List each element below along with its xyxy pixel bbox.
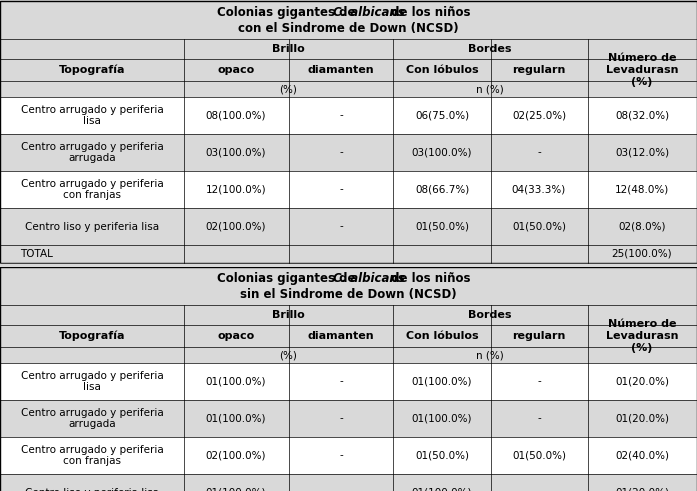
Text: Topografía: Topografía [59, 331, 125, 341]
Text: 03(12.0%): 03(12.0%) [615, 147, 669, 158]
Bar [0, 474, 697, 491]
Text: sin el Sindrome de Down (NCSD): sin el Sindrome de Down (NCSD) [240, 288, 457, 301]
Text: (%): (%) [279, 84, 297, 94]
Text: opaco: opaco [217, 331, 254, 341]
Text: TOTAL: TOTAL [20, 249, 53, 259]
Text: con el Sindrome de Down (NCSD): con el Sindrome de Down (NCSD) [238, 22, 459, 35]
Text: n (%): n (%) [476, 84, 504, 94]
Text: 02(8.0%): 02(8.0%) [618, 221, 666, 231]
Bar [0, 325, 697, 347]
Text: C. albicans: C. albicans [332, 6, 404, 19]
Text: 25(100.0%): 25(100.0%) [612, 249, 673, 259]
Text: -: - [339, 488, 343, 491]
Text: -: - [339, 413, 343, 424]
Bar [0, 171, 697, 208]
Text: 04(33.3%): 04(33.3%) [512, 185, 566, 194]
Text: -: - [537, 413, 541, 424]
Text: 02(25.0%): 02(25.0%) [512, 110, 566, 120]
Text: Colonias gigantes de: Colonias gigantes de [217, 272, 360, 285]
Bar [0, 81, 697, 97]
Bar [0, 97, 697, 134]
Text: Con lóbulos: Con lóbulos [406, 331, 478, 341]
Text: 08(100.0%): 08(100.0%) [206, 110, 266, 120]
Text: -: - [339, 377, 343, 386]
Text: -: - [537, 377, 541, 386]
Bar [0, 263, 697, 267]
Text: 01(50.0%): 01(50.0%) [415, 451, 469, 461]
Text: 01(100.0%): 01(100.0%) [206, 413, 266, 424]
Text: de los niños: de los niños [387, 272, 470, 285]
Text: opaco: opaco [217, 65, 254, 75]
Text: 03(100.0%): 03(100.0%) [412, 147, 473, 158]
Text: 01(100.0%): 01(100.0%) [412, 377, 473, 386]
Bar [0, 59, 697, 81]
Text: Centro arrugado y periferia
arrugada: Centro arrugado y periferia arrugada [21, 408, 163, 429]
Text: 02(100.0%): 02(100.0%) [206, 221, 266, 231]
Bar [0, 267, 697, 305]
Text: Brillo: Brillo [272, 310, 305, 320]
Text: -: - [339, 147, 343, 158]
Text: 01(100.0%): 01(100.0%) [206, 488, 266, 491]
Bar [0, 400, 697, 437]
Text: Centro arrugado y periferia
lisa: Centro arrugado y periferia lisa [21, 105, 163, 126]
Text: 01(100.0%): 01(100.0%) [412, 413, 473, 424]
Text: diamanten: diamanten [307, 65, 374, 75]
Text: 01(20.0%): 01(20.0%) [615, 488, 669, 491]
Text: Bordes: Bordes [468, 310, 512, 320]
Text: Centro arrugado y periferia
lisa: Centro arrugado y periferia lisa [21, 371, 163, 392]
Text: 01(20.0%): 01(20.0%) [615, 377, 669, 386]
Text: C. albicans: C. albicans [332, 272, 404, 285]
Text: Topografía: Topografía [59, 65, 125, 75]
Text: 01(50.0%): 01(50.0%) [415, 221, 469, 231]
Text: 01(50.0%): 01(50.0%) [512, 221, 566, 231]
Text: 02(40.0%): 02(40.0%) [615, 451, 669, 461]
Bar [0, 305, 697, 325]
Text: n (%): n (%) [476, 350, 504, 360]
Text: 01(100.0%): 01(100.0%) [412, 488, 473, 491]
Bar [0, 267, 697, 491]
Text: 03(100.0%): 03(100.0%) [206, 147, 266, 158]
Text: -: - [537, 488, 541, 491]
Text: -: - [339, 451, 343, 461]
Text: Bordes: Bordes [468, 44, 512, 54]
Bar [0, 39, 697, 59]
Bar [0, 363, 697, 400]
Text: Centro liso y periferia lisa: Centro liso y periferia lisa [25, 488, 159, 491]
Text: Centro arrugado y periferia
con franjas: Centro arrugado y periferia con franjas [21, 179, 163, 200]
Bar [0, 245, 697, 263]
Bar [0, 1, 697, 263]
Bar [0, 134, 697, 171]
Text: -: - [339, 221, 343, 231]
Text: de los niños: de los niños [387, 6, 470, 19]
Bar [0, 437, 697, 474]
Text: -: - [339, 110, 343, 120]
Text: diamanten: diamanten [307, 331, 374, 341]
Text: Número de
Levadurasn
(%): Número de Levadurasn (%) [606, 320, 678, 353]
Text: Centro liso y periferia lisa: Centro liso y periferia lisa [25, 221, 159, 231]
Text: 02(100.0%): 02(100.0%) [206, 451, 266, 461]
Bar [0, 208, 697, 245]
Text: -: - [339, 185, 343, 194]
Text: 08(32.0%): 08(32.0%) [615, 110, 669, 120]
Text: -: - [537, 147, 541, 158]
Text: Colonias gigantes de: Colonias gigantes de [217, 6, 360, 19]
Text: 12(100.0%): 12(100.0%) [206, 185, 266, 194]
Text: Centro arrugado y periferia
con franjas: Centro arrugado y periferia con franjas [21, 445, 163, 466]
Text: 01(100.0%): 01(100.0%) [206, 377, 266, 386]
Text: 12(48.0%): 12(48.0%) [615, 185, 669, 194]
Text: 06(75.0%): 06(75.0%) [415, 110, 469, 120]
Bar [0, 1, 697, 39]
Text: 08(66.7%): 08(66.7%) [415, 185, 469, 194]
Text: (%): (%) [279, 350, 297, 360]
Text: Número de
Levadurasn
(%): Número de Levadurasn (%) [606, 54, 678, 86]
Text: 01(50.0%): 01(50.0%) [512, 451, 566, 461]
Text: 01(20.0%): 01(20.0%) [615, 413, 669, 424]
Text: regularn: regularn [512, 65, 566, 75]
Text: Con lóbulos: Con lóbulos [406, 65, 478, 75]
Text: Brillo: Brillo [272, 44, 305, 54]
Bar [0, 347, 697, 363]
Text: Centro arrugado y periferia
arrugada: Centro arrugado y periferia arrugada [21, 142, 163, 164]
Text: regularn: regularn [512, 331, 566, 341]
